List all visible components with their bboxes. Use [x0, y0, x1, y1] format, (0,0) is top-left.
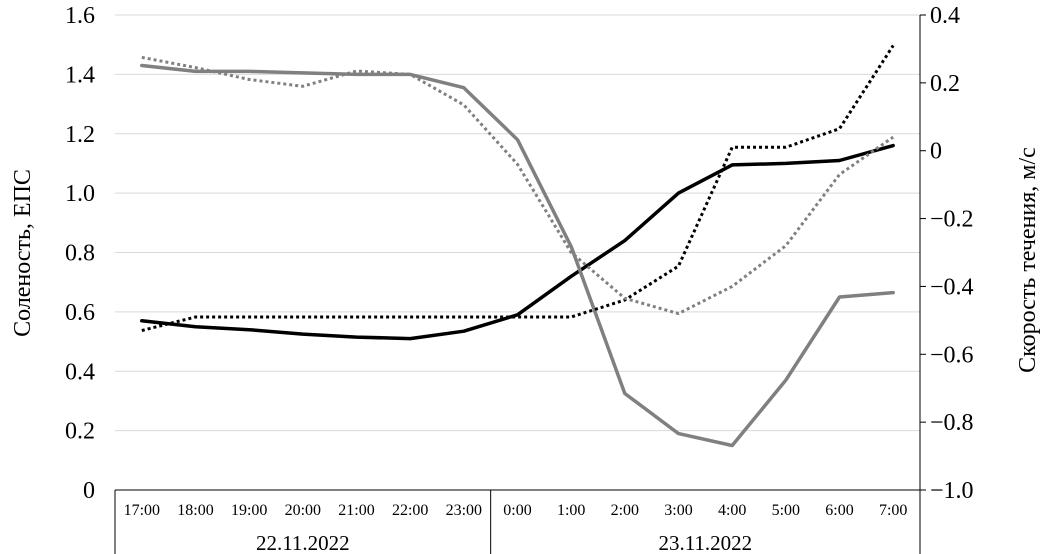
series-line-3	[141, 55, 895, 316]
x-tick-label-5: 22:00	[392, 502, 428, 519]
date-group-label-0: 22.11.2022	[256, 531, 350, 554]
x-tick-label-7: 0:00	[503, 502, 531, 519]
right-axis-tick-labels: −1.0 −0.8 −0.6 −0.4 −0.2 0 0.2 0.4	[930, 3, 974, 504]
right-tick-label-6: 0.2	[930, 71, 960, 97]
x-tick-label-12: 5:00	[772, 502, 800, 519]
x-tick-label-14: 7:00	[879, 502, 907, 519]
left-tick-label-8: 1.6	[65, 3, 95, 29]
right-tick-label-1: −0.8	[930, 410, 974, 436]
left-tick-label-5: 1.0	[65, 181, 95, 207]
left-tick-label-4: 0.8	[65, 241, 95, 267]
x-tick-label-1: 18:00	[177, 502, 213, 519]
x-tick-label-13: 6:00	[825, 502, 853, 519]
series-line-1	[140, 63, 895, 448]
axes	[115, 14, 926, 491]
x-tick-label-4: 21:00	[338, 502, 374, 519]
right-tick-label-3: −0.4	[930, 274, 974, 300]
grid-lines	[115, 14, 920, 432]
y2-axis-title: Скорость течения, м/с	[1015, 147, 1041, 373]
right-tick-label-5: 0	[930, 139, 942, 165]
series-line-2	[141, 44, 895, 332]
left-tick-label-6: 1.2	[65, 122, 95, 148]
y-axis-title: Соленость, ЕПС	[10, 169, 36, 337]
x-axis-date-groups: 22.11.2022 23.11.2022	[114, 490, 921, 554]
series-line-0	[140, 143, 895, 341]
x-tick-label-9: 2:00	[611, 502, 639, 519]
x-tick-label-2: 19:00	[231, 502, 267, 519]
right-tick-label-7: 0.4	[930, 3, 960, 29]
left-tick-label-2: 0.4	[65, 359, 95, 385]
date-group-label-1: 23.11.2022	[658, 531, 752, 554]
x-tick-label-0: 17:00	[124, 502, 160, 519]
x-tick-label-3: 20:00	[285, 502, 321, 519]
left-tick-label-0: 0	[83, 478, 95, 504]
left-tick-label-3: 0.6	[65, 300, 95, 326]
right-tick-label-2: −0.6	[930, 342, 974, 368]
series	[140, 44, 895, 448]
x-tick-label-8: 1:00	[557, 502, 585, 519]
right-tick-label-4: −0.2	[930, 207, 974, 233]
right-tick-label-0: −1.0	[930, 478, 974, 504]
left-axis-tick-labels: 0 0.2 0.4 0.6 0.8 1.0 1.2 1.4 1.6	[65, 3, 95, 504]
x-tick-label-10: 3:00	[664, 502, 692, 519]
left-tick-label-1: 0.2	[65, 419, 95, 445]
x-tick-label-6: 23:00	[446, 502, 482, 519]
left-tick-label-7: 1.4	[65, 62, 95, 88]
x-tick-label-11: 4:00	[718, 502, 746, 519]
x-axis-tick-labels: 17:00 18:00 19:00 20:00 21:00 22:00 23:00 0:00 1…	[124, 502, 908, 519]
